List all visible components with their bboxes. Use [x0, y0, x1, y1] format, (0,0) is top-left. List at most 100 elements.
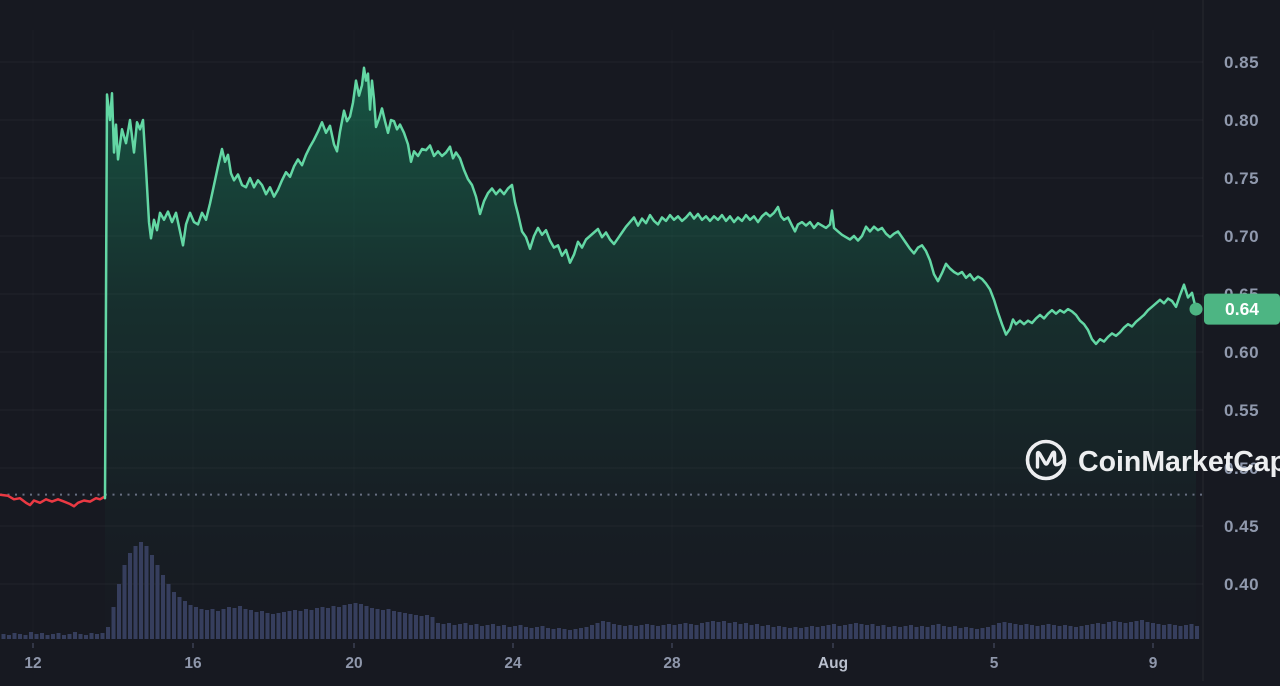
volume-bar [563, 629, 567, 639]
volume-bar [860, 624, 864, 639]
volume-bar [634, 626, 638, 639]
volume-bar [409, 614, 413, 639]
volume-bar [832, 624, 836, 639]
volume-bar [497, 626, 501, 639]
volume-bar [612, 624, 616, 639]
volume-bar [469, 625, 473, 639]
volume-bar [13, 633, 17, 639]
volume-bar [128, 553, 132, 639]
volume-bar [695, 625, 699, 639]
volume-bar [942, 626, 946, 639]
volume-bar [282, 612, 286, 639]
volume-bar [1008, 623, 1012, 639]
volume-bar [7, 635, 11, 639]
volume-bar [458, 624, 462, 639]
volume-bar [1047, 624, 1051, 639]
volume-bar [1184, 625, 1188, 639]
volume-bar [238, 606, 242, 639]
volume-bar [178, 597, 182, 639]
volume-bar [568, 630, 572, 639]
volume-bar [794, 627, 798, 639]
y-axis-label: 0.45 [1224, 517, 1259, 536]
volume-bar [1107, 622, 1111, 639]
volume-bar [827, 625, 831, 639]
volume-bar [557, 628, 561, 639]
volume-bar [673, 625, 677, 639]
volume-bar [216, 611, 220, 639]
volume-bar [40, 633, 44, 639]
volume-bar [183, 601, 187, 639]
volume-bar [981, 628, 985, 639]
volume-bar [1003, 622, 1007, 639]
volume-bar [876, 626, 880, 639]
volume-bar [766, 625, 770, 639]
volume-bar [425, 615, 429, 639]
volume-bar [271, 614, 275, 639]
volume-bar [678, 624, 682, 639]
volume-bar [1190, 624, 1194, 639]
volume-bar [898, 627, 902, 639]
volume-bar [255, 612, 259, 639]
volume-bar [513, 626, 517, 639]
volume-bar [194, 607, 198, 639]
volume-bar [986, 627, 990, 639]
volume-bar [585, 627, 589, 639]
volume-bar [1129, 622, 1133, 639]
volume-bar [711, 621, 715, 639]
volume-bar [645, 624, 649, 639]
volume-bar [436, 623, 440, 639]
volume-bar [1162, 625, 1166, 639]
volume-bar [35, 634, 39, 639]
y-axis-label: 0.75 [1224, 169, 1259, 188]
volume-bar [783, 627, 787, 639]
volume-bar [150, 555, 154, 639]
volume-bar [365, 606, 369, 639]
volume-bar [761, 626, 765, 639]
volume-bar [145, 546, 149, 639]
x-axis-label: 12 [24, 655, 41, 672]
volume-bar [871, 624, 875, 639]
volume-bar [838, 626, 842, 639]
volume-bar [414, 615, 418, 639]
volume-bar [909, 625, 913, 639]
volume-bar [964, 627, 968, 639]
volume-bar [1019, 625, 1023, 639]
volume-bar [161, 575, 165, 639]
x-axis-label: 20 [345, 655, 362, 672]
volume-bar [722, 621, 726, 639]
volume-bar [1036, 626, 1040, 639]
volume-bar [706, 622, 710, 639]
volume-bar [370, 608, 374, 639]
volume-bar [343, 605, 347, 639]
price-area-fill [105, 68, 1196, 640]
volume-bar [310, 610, 314, 639]
volume-bar [574, 629, 578, 639]
volume-bar [1041, 625, 1045, 639]
volume-bar [618, 625, 622, 639]
volume-bar [948, 627, 952, 639]
volume-bar [854, 623, 858, 639]
y-axis-label: 0.80 [1224, 111, 1259, 130]
volume-bar [62, 635, 66, 639]
volume-bar [1151, 623, 1155, 639]
volume-bar [332, 606, 336, 639]
volume-bar [392, 611, 396, 639]
volume-bar [1118, 622, 1122, 639]
volume-bar [1102, 624, 1106, 639]
volume-bar [1146, 622, 1150, 639]
volume-bar [315, 608, 319, 639]
volume-bar [57, 633, 61, 639]
volume-bar [304, 609, 308, 639]
volume-bar [1157, 624, 1161, 639]
volume-bar [662, 625, 666, 639]
last-price-dot [1190, 303, 1203, 316]
volume-bar [552, 629, 556, 639]
volume-bar [24, 635, 28, 639]
volume-bar [354, 603, 358, 639]
volume-bar [431, 617, 435, 639]
volume-bar [1069, 626, 1073, 639]
x-axis-label: 28 [663, 655, 681, 672]
volume-bar [475, 624, 479, 639]
volume-bar [882, 625, 886, 639]
